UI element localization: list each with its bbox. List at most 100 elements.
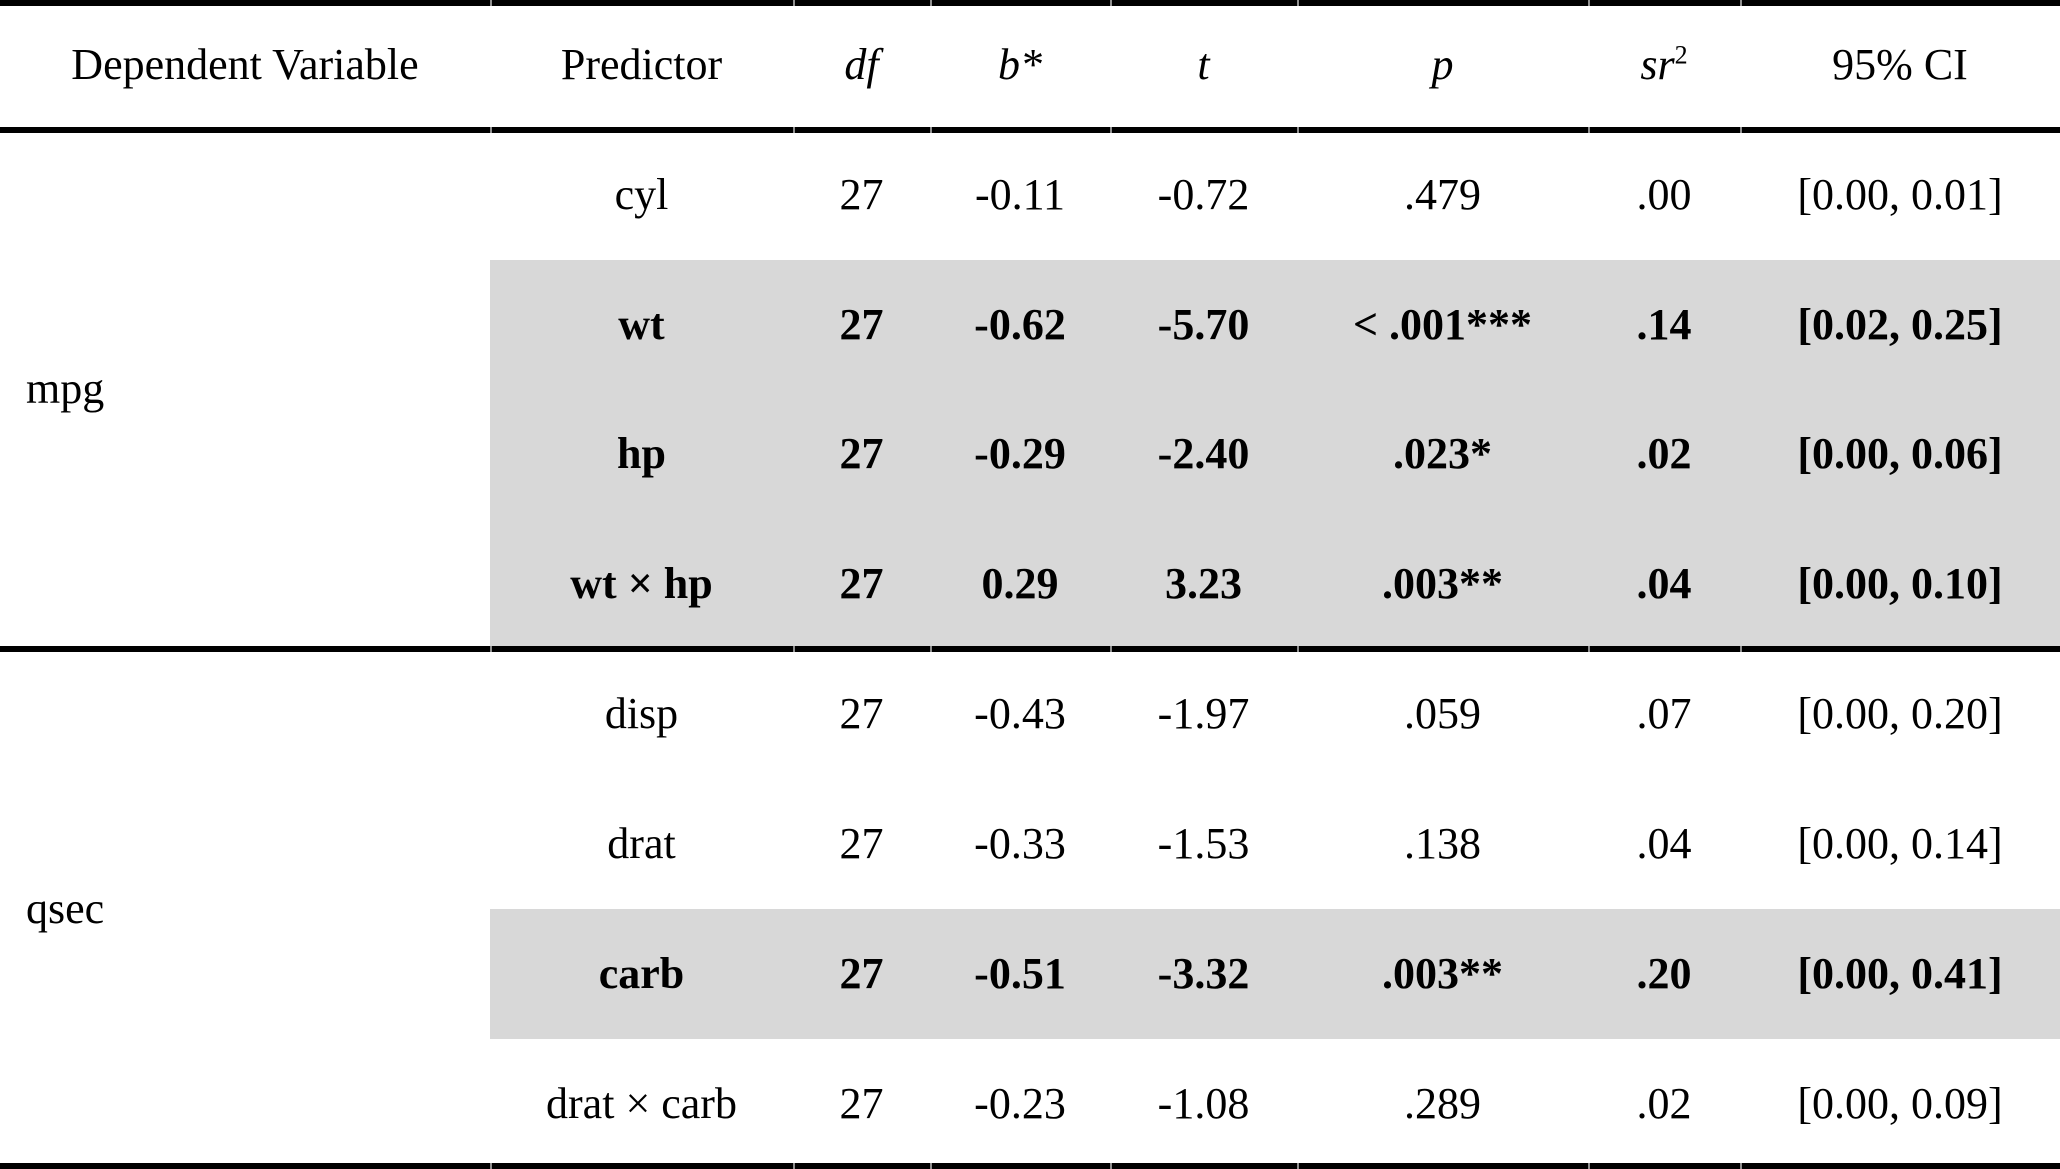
column-boundary-tick: [490, 0, 492, 6]
table-row-drat-x-carb: drat × carb 27 -0.23 -1.08 .289 .02 [0.0…: [0, 1039, 2060, 1169]
col-header-df: df: [844, 39, 879, 89]
cell-t: -0.72: [1157, 169, 1250, 219]
cell-p: .003**: [1297, 909, 1588, 1040]
cell-t: -1.97: [1157, 689, 1250, 739]
cell-t: -1.53: [1157, 819, 1250, 869]
col-header-p: p: [1431, 39, 1454, 89]
dv-cell-qsec: qsec: [26, 883, 105, 933]
column-boundary-tick: [793, 646, 795, 652]
cell-p: .059: [1404, 689, 1481, 739]
column-boundary-tick: [1110, 646, 1112, 652]
cell-b: -0.62: [930, 259, 1110, 390]
column-boundary-tick: [793, 0, 795, 6]
cell-ci: [0.00, 0.20]: [1797, 689, 2003, 739]
column-boundary-tick: [490, 646, 492, 652]
column-boundary-tick: [793, 1163, 795, 1169]
cell-b: -0.23: [974, 1078, 1066, 1128]
table-row-cyl: mpg cyl 27 -0.11 -0.72 .479 .00 [0.00, 0…: [0, 130, 2060, 414]
cell-df: 27: [793, 389, 930, 520]
cell-predictor: wt: [490, 259, 793, 390]
cell-b: -0.33: [974, 819, 1066, 869]
cell-df: 27: [793, 519, 930, 650]
column-boundary-tick: [1588, 127, 1590, 133]
cell-sr2: .00: [1636, 169, 1692, 219]
cell-ci: [0.00, 0.41]: [1740, 909, 2060, 1040]
cell-t: -5.70: [1110, 259, 1297, 390]
column-boundary-tick: [1740, 1163, 1742, 1169]
column-boundary-tick: [1297, 0, 1299, 6]
table-row-wt: wt 27 -0.62 -5.70 < .001*** .14 [0.02, 0…: [0, 259, 2060, 390]
header-row: Dependent Variable Predictor df b* t p s…: [0, 0, 2060, 130]
sr2-base: sr: [1640, 39, 1675, 89]
cell-predictor: wt × hp: [490, 519, 793, 650]
cell-p: .289: [1404, 1078, 1481, 1128]
column-boundary-tick: [490, 127, 492, 133]
cell-df: 27: [793, 259, 930, 390]
column-boundary-tick: [490, 1163, 492, 1169]
cell-ci: [0.00, 0.14]: [1797, 819, 2003, 869]
cell-predictor: carb: [490, 909, 793, 1040]
cell-b: -0.29: [930, 389, 1110, 520]
column-boundary-tick: [930, 646, 932, 652]
cell-sr2: .14: [1588, 259, 1740, 390]
column-boundary-tick: [1110, 127, 1112, 133]
col-header-b-star: b*: [998, 39, 1042, 89]
cell-predictor: drat: [607, 819, 676, 869]
cell-p: .479: [1404, 169, 1481, 219]
cell-df: 27: [839, 689, 884, 739]
cell-t: -1.08: [1157, 1078, 1250, 1128]
col-header-t: t: [1197, 39, 1210, 89]
column-boundary-tick: [1588, 646, 1590, 652]
cell-p: .138: [1404, 819, 1481, 869]
cell-sr2: .04: [1636, 819, 1692, 869]
cell-ci: [0.00, 0.01]: [1797, 169, 2003, 219]
horizontal-rule-top: [0, 0, 2060, 6]
cell-predictor: hp: [490, 389, 793, 520]
cell-df: 27: [839, 1078, 884, 1128]
cell-sr2: .02: [1588, 389, 1740, 520]
table-row-wt-x-hp: wt × hp 27 0.29 3.23 .003** .04 [0.00, 0…: [0, 519, 2060, 650]
column-boundary-tick: [1297, 646, 1299, 652]
cell-ci: [0.00, 0.06]: [1740, 389, 2060, 520]
column-boundary-tick: [1297, 1163, 1299, 1169]
column-boundary-tick: [1110, 0, 1112, 6]
column-boundary-tick: [930, 1163, 932, 1169]
cell-df: 27: [839, 169, 884, 219]
cell-sr2: .02: [1636, 1078, 1692, 1128]
table-row-carb: carb 27 -0.51 -3.32 .003** .20 [0.00, 0.…: [0, 909, 2060, 1040]
cell-b: -0.43: [974, 689, 1066, 739]
cell-predictor: drat × carb: [546, 1078, 737, 1128]
cell-t: 3.23: [1110, 519, 1297, 650]
col-header-dependent-variable: Dependent Variable: [71, 39, 419, 89]
col-header-95ci: 95% CI: [1832, 39, 1968, 89]
cell-df: 27: [793, 909, 930, 1040]
cell-ci: [0.00, 0.10]: [1740, 519, 2060, 650]
column-boundary-tick: [1740, 127, 1742, 133]
cell-p: .003**: [1297, 519, 1588, 650]
cell-b: -0.51: [930, 909, 1110, 1040]
cell-ci: [0.02, 0.25]: [1740, 259, 2060, 390]
col-header-sr2: sr2: [1588, 0, 1740, 130]
dv-cell-mpg: mpg: [26, 364, 105, 414]
sr2-superscript: 2: [1674, 40, 1688, 70]
column-boundary-tick: [1297, 127, 1299, 133]
cell-predictor: cyl: [614, 169, 669, 219]
table-row-drat: drat 27 -0.33 -1.53 .138 .04 [0.00, 0.14…: [0, 779, 2060, 909]
cell-b: -0.11: [974, 169, 1066, 219]
table-row-disp: qsec disp 27 -0.43 -1.97 .059 .07 [0.00,…: [0, 650, 2060, 933]
cell-p: < .001***: [1297, 259, 1588, 390]
horizontal-rule-below-header: [0, 127, 2060, 133]
cell-sr2: .20: [1588, 909, 1740, 1040]
column-boundary-tick: [1588, 0, 1590, 6]
cell-predictor: disp: [604, 689, 679, 739]
cell-df: 27: [839, 819, 884, 869]
column-boundary-tick: [1588, 1163, 1590, 1169]
table-row-hp: hp 27 -0.29 -2.40 .023* .02 [0.00, 0.06]: [0, 389, 2060, 520]
column-boundary-tick: [793, 127, 795, 133]
cell-sr2: .07: [1636, 689, 1692, 739]
column-boundary-tick: [1110, 1163, 1112, 1169]
column-boundary-tick: [1740, 0, 1742, 6]
cell-ci: [0.00, 0.09]: [1797, 1078, 2003, 1128]
